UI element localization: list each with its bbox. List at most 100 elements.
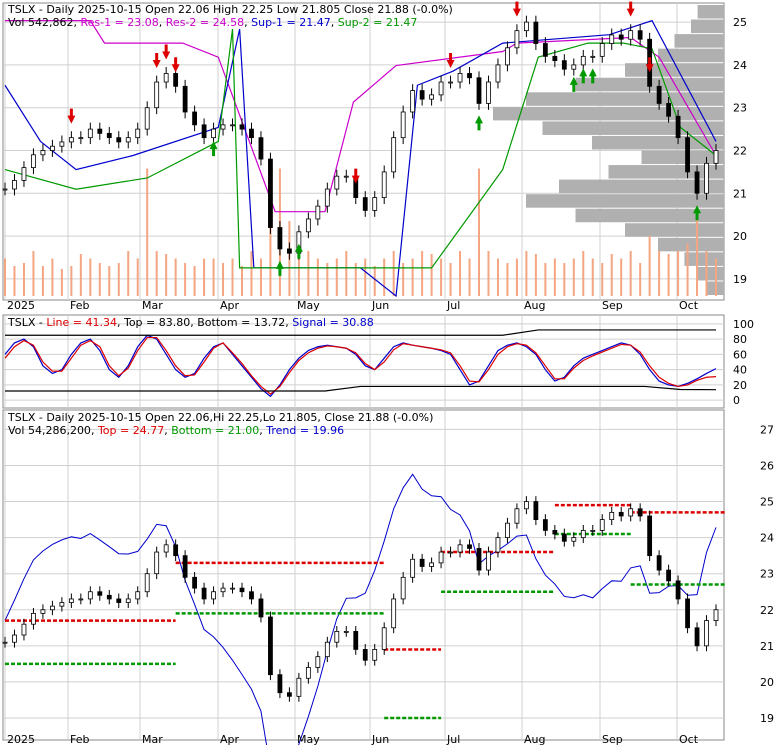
price-candle-body — [467, 73, 472, 79]
price-candle-body — [666, 103, 671, 117]
price-candle-body — [618, 34, 624, 40]
bands-x-tick-label: May — [297, 733, 320, 745]
band-candle-body — [40, 609, 46, 614]
bands-y-tick-label: 27 — [760, 423, 774, 436]
volume-profile-bar — [526, 92, 724, 106]
support2-line — [4, 28, 717, 269]
bands-panel-frame — [2, 409, 725, 741]
red-down-arrow-icon — [152, 53, 161, 69]
price-x-tick-label: Jul — [446, 299, 460, 312]
bands-y-tick-label: 25 — [760, 496, 774, 509]
price-candle-body — [542, 43, 548, 57]
price-x-tick-label: 2025 — [7, 299, 35, 312]
price-candle-body — [125, 137, 131, 143]
green-up-arrow-icon — [209, 141, 218, 157]
volume-bar — [51, 258, 54, 296]
price-x-tick-label: Jun — [371, 299, 389, 312]
band-candle-body — [239, 587, 245, 593]
band-candle-body — [97, 591, 103, 596]
volume-bar — [572, 258, 575, 296]
band-candle-body — [542, 519, 548, 531]
price-candle-body — [514, 30, 520, 49]
oscillator-bottom-line — [5, 385, 717, 392]
price-y-tick-label: 23 — [733, 102, 747, 115]
bands-x-tick-label: Jun — [371, 733, 389, 745]
price-candle-body — [599, 43, 605, 57]
price-candle-body — [239, 124, 245, 130]
band-candle-body — [666, 569, 671, 582]
volume-bar — [326, 263, 329, 296]
volume-bar — [345, 251, 348, 296]
band-candle-body — [192, 576, 198, 589]
price-candle-body — [372, 197, 378, 211]
band-candle-body — [154, 551, 160, 575]
band-candle-body — [173, 544, 179, 557]
volume-bar — [487, 251, 490, 296]
price-candle-body — [438, 81, 444, 96]
volume-bar — [449, 263, 452, 296]
price-candle-body — [561, 60, 567, 70]
bands-x-tick-label: Apr — [220, 733, 240, 745]
band-candle-body — [476, 548, 482, 571]
band-candle-body — [552, 530, 558, 535]
green-up-arrow-icon — [569, 76, 578, 92]
bands-y-ticks: 19 20 21 22 23 24 25 26 27 — [760, 423, 774, 725]
price-candle-body — [637, 30, 643, 40]
price-candle-body — [230, 124, 235, 127]
price-candle-body — [381, 171, 387, 198]
band-candle-body — [628, 508, 634, 517]
volume-bar — [392, 251, 395, 296]
volume-bar — [174, 258, 177, 296]
oscillator-lines — [4, 329, 717, 398]
band-candle-body — [590, 530, 596, 532]
price-candle-body — [628, 30, 634, 40]
band-candle-body — [533, 501, 539, 520]
price-x-ticks: 2025 Feb Mar Apr May Jun Jul Aug Sep Oct — [7, 299, 699, 312]
volume-bar — [231, 258, 234, 296]
price-candle-body — [21, 167, 27, 181]
volume-profile-bar — [625, 63, 724, 77]
volume-bar — [193, 266, 196, 296]
price-panel-frame — [2, 2, 725, 301]
band-candle-body — [125, 598, 131, 603]
volume-bar — [705, 251, 708, 296]
price-candle-body — [173, 73, 179, 87]
band-candle-body — [31, 612, 36, 625]
bands-y-tick-label: 19 — [760, 712, 774, 725]
price-candle-body — [258, 137, 264, 160]
red-down-arrow-icon — [626, 1, 635, 17]
price-candle-body — [685, 137, 690, 173]
volume-bar — [648, 236, 651, 296]
volume-bar — [715, 258, 717, 296]
price-x-tick-label: Sep — [602, 299, 623, 312]
support-resistance-lines — [4, 19, 717, 298]
volume-profile-bar — [697, 266, 724, 281]
price-candle-body — [211, 128, 216, 139]
band-candle-body — [211, 591, 216, 600]
price-header-line1: TSLX - Daily 2025-10-15 Open 22.06 High … — [7, 3, 453, 16]
oscillator-y-tick-label: 80 — [733, 333, 747, 346]
volume-bar — [155, 251, 158, 296]
price-candle-body — [324, 188, 330, 207]
price-y-ticks: 19 20 21 22 23 24 25 — [733, 16, 747, 286]
bands-x-tick-label: Jul — [446, 733, 460, 745]
band-candle-body — [704, 620, 709, 647]
price-candle-body — [656, 85, 662, 104]
band-candle-body — [144, 573, 150, 593]
band-candle-body — [324, 641, 330, 658]
price-candle-body — [78, 137, 84, 140]
band-candle-body — [353, 631, 359, 650]
band-candle-body — [675, 580, 681, 600]
band-candle-body — [486, 551, 491, 571]
oscillator-y-tick-label: 20 — [733, 379, 747, 392]
volume-profile-bar — [526, 194, 724, 208]
price-candle-body — [144, 107, 150, 130]
price-x-tick-label: May — [297, 299, 320, 312]
price-candle-body — [182, 85, 188, 113]
price-candle-body — [87, 128, 93, 139]
volume-bar — [459, 251, 462, 296]
price-candle-body — [116, 137, 122, 143]
oscillator-signal-line — [4, 336, 717, 395]
price-candle-body — [694, 171, 700, 194]
